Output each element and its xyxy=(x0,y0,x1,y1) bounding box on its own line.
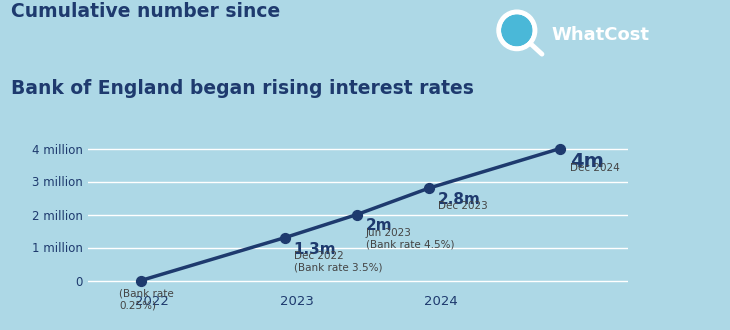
Text: 2.8m: 2.8m xyxy=(438,192,480,207)
Text: Dec 2023: Dec 2023 xyxy=(438,201,488,211)
Text: Dec 2022
(Bank rate 3.5%): Dec 2022 (Bank rate 3.5%) xyxy=(293,251,382,272)
Text: Dec 2024: Dec 2024 xyxy=(570,163,620,173)
Text: Jun 2023
(Bank rate 4.5%): Jun 2023 (Bank rate 4.5%) xyxy=(366,228,454,249)
Text: WhatCost: WhatCost xyxy=(551,26,649,44)
Point xyxy=(554,146,566,151)
Text: 2m: 2m xyxy=(366,218,392,233)
Text: Bank of England began rising interest rates: Bank of England began rising interest ra… xyxy=(11,79,474,98)
Point xyxy=(351,212,363,217)
Point xyxy=(135,278,147,283)
Point xyxy=(279,235,291,240)
Text: 4m: 4m xyxy=(570,152,604,172)
Text: (Bank rate
0.25%): (Bank rate 0.25%) xyxy=(119,289,174,310)
Text: 1.3m: 1.3m xyxy=(293,242,337,256)
Text: Cumulative number since: Cumulative number since xyxy=(11,2,280,21)
Circle shape xyxy=(497,10,537,50)
Circle shape xyxy=(502,15,532,46)
Point xyxy=(423,185,435,191)
